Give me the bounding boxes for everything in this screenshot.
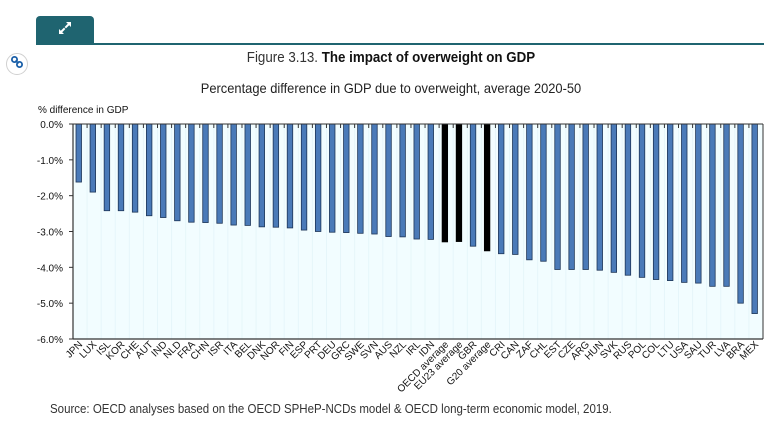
figure-subtitle: Percentage difference in GDP due to over… — [200, 80, 582, 96]
link-chain-icon — [10, 55, 24, 74]
bar-isr — [216, 123, 223, 224]
bar-aus — [385, 123, 392, 237]
bar-che — [131, 123, 139, 213]
expand-chart-tab[interactable] — [36, 16, 94, 44]
bar-sau — [695, 123, 702, 284]
bar-eu23-average — [455, 123, 463, 242]
y-tick-label: -6.0% — [37, 335, 63, 346]
bar-kor — [117, 123, 125, 212]
bar-ltu — [667, 123, 674, 281]
bar-lva — [723, 123, 730, 287]
y-tick-label: -5.0% — [37, 299, 63, 310]
bar-ind — [160, 123, 167, 218]
y-tick-label: -4.0% — [37, 263, 63, 274]
bar-deu — [329, 123, 336, 233]
bar-idn — [427, 123, 434, 240]
header-divider — [36, 43, 764, 45]
bar-bra — [737, 123, 744, 304]
bar-chn — [202, 123, 209, 223]
bar-irl — [413, 123, 420, 240]
bar-isl — [103, 123, 111, 212]
y-tick-label: 0.0% — [40, 120, 63, 131]
bar-cze — [568, 123, 575, 270]
figure-number: Figure 3.13. — [246, 50, 319, 66]
bar-grc — [343, 123, 350, 233]
bar-g20-average — [483, 123, 491, 252]
y-tick-label: -3.0% — [37, 228, 63, 239]
figure-title-text: The impact of overweight on GDP — [321, 50, 536, 66]
y-axis-title: % difference in GDP — [38, 105, 129, 116]
bar-svk — [610, 123, 618, 273]
bar-can — [512, 123, 519, 255]
bar-prt — [314, 123, 322, 232]
source-note: Source: OECD analyses based on the OECD … — [50, 402, 612, 416]
bar-fra — [188, 123, 195, 223]
bar-hun — [596, 123, 603, 271]
bar-dnk — [258, 123, 265, 228]
bar-nld — [174, 123, 181, 222]
bar-mex — [751, 123, 758, 314]
bar-bel — [244, 123, 251, 226]
bar-nzl — [399, 123, 406, 238]
y-tick-label: -2.0% — [37, 192, 63, 203]
bar-zaf — [526, 123, 533, 261]
bar-rus — [624, 123, 632, 276]
bar-gbr — [469, 123, 477, 247]
y-tick-label: -1.0% — [37, 156, 63, 167]
bar-nor — [272, 123, 280, 228]
bar-tur — [709, 123, 716, 287]
bar-cri — [498, 123, 505, 255]
bar-jpn — [75, 123, 82, 183]
permalink-button[interactable] — [6, 53, 28, 75]
bar-esp — [300, 123, 308, 231]
bar-est — [554, 123, 561, 270]
bars — [75, 123, 764, 339]
bar-swe — [357, 123, 364, 234]
bar-lux — [89, 123, 96, 193]
bar-pol — [638, 123, 646, 278]
bar-col — [652, 123, 660, 280]
bar-fin — [286, 123, 294, 229]
bar-svn — [371, 123, 378, 235]
figure-title: Figure 3.13. The impact of overweight on… — [31, 50, 750, 66]
bar-arg — [582, 123, 589, 270]
bar-aut — [146, 123, 153, 217]
bar-oecd-average — [441, 123, 449, 243]
bar-chl — [540, 123, 547, 262]
y-axis: 0.0% -1.0% -2.0% -3.0% -4.0% -5.0% -6.0% — [37, 120, 73, 346]
bar-usa — [681, 123, 688, 283]
expand-arrows-icon — [57, 20, 73, 41]
bar-ita — [230, 123, 237, 226]
